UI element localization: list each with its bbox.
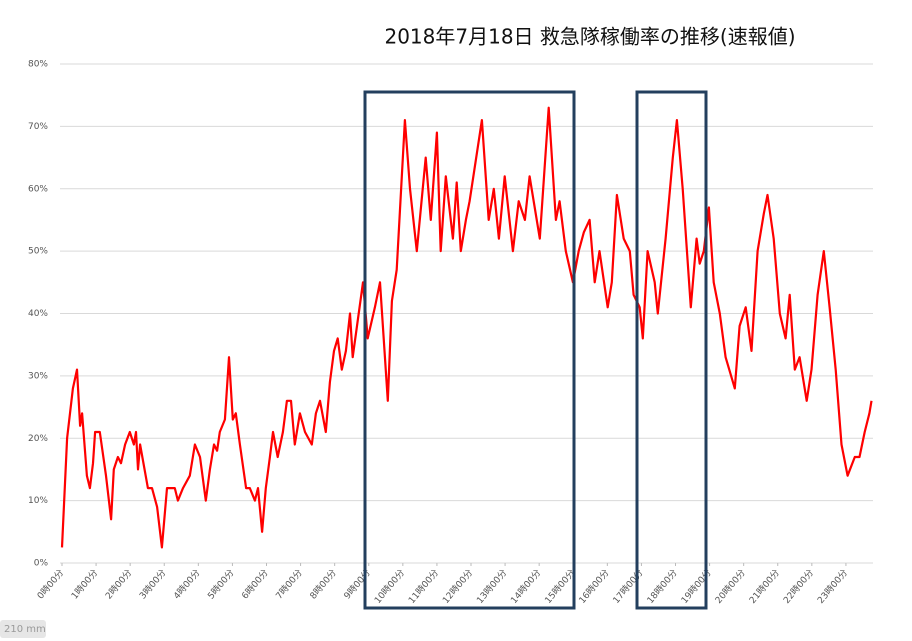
x-tick-label: 21時00分 — [747, 567, 782, 605]
x-tick-label: 11時00分 — [406, 567, 441, 605]
y-tick-label: 30% — [28, 371, 48, 381]
x-tick-label: 18時00分 — [645, 567, 680, 605]
y-tick-label: 10% — [28, 496, 48, 506]
x-tick-label: 2時00分 — [103, 567, 134, 601]
x-tick-label: 5時00分 — [206, 567, 237, 601]
x-tick-label: 3時00分 — [137, 567, 168, 601]
x-tick-label: 8時00分 — [308, 567, 339, 601]
y-tick-label: 80% — [28, 60, 48, 70]
x-tick-label: 10時00分 — [372, 567, 407, 605]
x-tick-label: 23時00分 — [815, 567, 850, 605]
x-tick-label: 4時00分 — [172, 567, 203, 601]
overlay-chip — [0, 620, 46, 638]
x-tick-label: 12時00分 — [440, 567, 475, 605]
y-tick-label: 40% — [28, 309, 48, 319]
x-tick-label: 17時00分 — [611, 567, 646, 605]
overlay-label: 210 mm — [4, 624, 46, 635]
y-tick-label: 60% — [28, 184, 48, 194]
x-tick-label: 6時00分 — [240, 567, 271, 601]
grid: 0% 10% 20% 30% 40% 50% 60% 70% 80% 0時00分 1時00分 2時00… — [28, 60, 873, 606]
x-tick-label: 7時00分 — [274, 567, 305, 601]
x-tick-label: 13時00分 — [475, 567, 510, 605]
highlight-box — [363, 90, 576, 610]
x-tick-label: 16時00分 — [577, 567, 612, 605]
highlight-box — [635, 90, 708, 610]
x-tick-label: 9時00分 — [342, 567, 373, 601]
x-tick-label: 22時00分 — [781, 567, 816, 605]
x-tick-label: 19時00分 — [679, 567, 714, 605]
x-tick-label: 20時00分 — [713, 567, 748, 605]
plot — [60, 106, 873, 549]
chart-title: 2018年7月18日 救急隊稼働率の推移(速報値) — [384, 25, 795, 49]
x-tick-label: 1時00分 — [69, 567, 100, 601]
x-tick-label: 14時00分 — [509, 567, 544, 605]
data-line — [60, 106, 873, 549]
y-tick-label: 50% — [28, 247, 48, 257]
x-tick-label: 15時00分 — [543, 567, 578, 605]
x-tick-label: 0時00分 — [35, 567, 66, 601]
y-tick-label: 70% — [28, 122, 48, 132]
y-tick-label: 0% — [34, 559, 49, 569]
y-tick-label: 20% — [28, 434, 48, 444]
